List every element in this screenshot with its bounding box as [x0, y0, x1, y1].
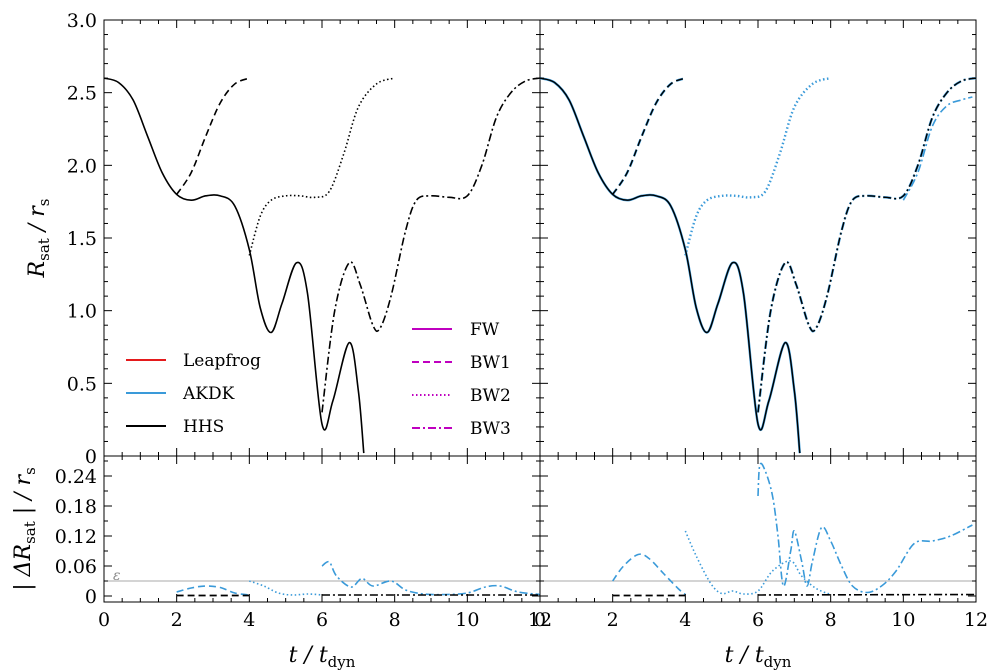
legend-runs: FW BW1 BW2 BW3 [412, 320, 511, 439]
residual-bw3-hhs-right [757, 593, 977, 596]
ticks-layer: 0 2 4 6 8 10 120 2 4 6 8 10 123.02.52.01.51.00.500.2… [55, 10, 988, 631]
legend-label-leapfrog: Leapfrog [183, 351, 261, 371]
residual-bw1-akdk-right [612, 553, 686, 596]
series-bw1-hhs-right [612, 77, 686, 195]
bottom-y-label-sub1: sat [21, 521, 39, 544]
bottom-y-tick-label: 0.06 [55, 556, 97, 578]
residual-bw3-akdk-left [321, 560, 541, 596]
series-bw1-hhs-left [176, 77, 250, 195]
residual-bw2-akdk-left [249, 580, 323, 596]
x-tick-label: 2 [607, 609, 619, 631]
epsilon-label: ε [113, 568, 121, 584]
bottom-y-tick-label: 0.18 [55, 496, 97, 518]
residual-bw1-akdk-left [176, 585, 250, 596]
x-label-main: t / t [289, 643, 328, 668]
bottom-y-tick-label: 0 [85, 586, 97, 608]
bottom-y-axis-label: | ΔRsat | / rs [11, 467, 39, 591]
series-bw3-hhs-right [757, 77, 977, 413]
residual-bw3-akdk-right [757, 462, 973, 594]
top-y-tick-label: 0.5 [67, 373, 97, 395]
top-y-label-mid: / r [25, 205, 50, 238]
x-tick-label: 0 [534, 609, 546, 631]
series-bw1-akdk-right [611, 76, 686, 196]
series-bw2-hhs-left [248, 77, 395, 256]
legend-label-bw3: BW3 [470, 419, 511, 439]
bottom-y-label-sub2: s [21, 467, 39, 475]
top-y-label-sub2: s [35, 199, 53, 207]
x-tick-label: 4 [243, 609, 255, 631]
x-tick-label: 8 [825, 609, 837, 631]
x-tick-label: 10 [455, 609, 479, 631]
residual-bw2-akdk-right [684, 530, 831, 596]
panel-top-right [539, 19, 977, 457]
x-tick-label: 10 [891, 609, 915, 631]
x-tick-label: 0 [98, 609, 110, 631]
x-tick-label: 6 [316, 609, 328, 631]
lines-layer [103, 76, 977, 597]
legend-integrators: Leapfrog AKDK HHS [126, 351, 261, 437]
series-bw3-akdk-deviation-right [902, 96, 973, 201]
panel-bottom-left [103, 455, 541, 603]
bottom-y-tick-label: 0.24 [55, 466, 97, 488]
x-label-sub: dyn [328, 653, 356, 671]
x-tick-label: 12 [528, 609, 552, 631]
top-y-tick-label: 2.0 [67, 155, 97, 177]
series-fw-hhs-left [103, 77, 365, 454]
x-axis-label-right: t / tdyn [725, 643, 792, 671]
x-tick-label: 2 [171, 609, 183, 631]
legend-label-akdk: AKDK [182, 384, 235, 404]
top-y-tick-label: 1.5 [67, 228, 97, 250]
legend-label-hhs: HHS [183, 417, 224, 437]
bottom-y-tick-label: 0.12 [55, 526, 97, 548]
x-tick-label: 6 [752, 609, 764, 631]
series-bw3-hhs-left [321, 77, 541, 413]
bottom-y-label-main: | ΔR [11, 544, 36, 591]
top-y-tick-label: 1.0 [67, 301, 97, 323]
x-axis-label-left: t / tdyn [289, 643, 356, 671]
x-tick-label: 12 [964, 609, 988, 631]
top-y-tick-label: 3.0 [67, 10, 97, 32]
top-y-label-main: R [25, 261, 50, 279]
top-y-label-sub1: sat [35, 238, 53, 261]
top-y-axis-label: Rsat / rs [25, 199, 53, 279]
series-bw2-akdk-right [684, 76, 832, 256]
x-tick-label: 4 [679, 609, 691, 631]
legend-label-bw2: BW2 [470, 386, 511, 406]
legend-label-bw1: BW1 [470, 353, 511, 373]
top-y-tick-label: 0 [85, 446, 97, 468]
x-label-main: t / t [725, 643, 764, 668]
bottom-y-label-mid: | / r [11, 473, 36, 521]
x-label-sub: dyn [764, 653, 792, 671]
series-fw-hhs-right [539, 77, 801, 454]
x-tick-label: 8 [389, 609, 401, 631]
legend-label-fw: FW [470, 320, 500, 340]
top-y-tick-label: 2.5 [67, 83, 97, 105]
